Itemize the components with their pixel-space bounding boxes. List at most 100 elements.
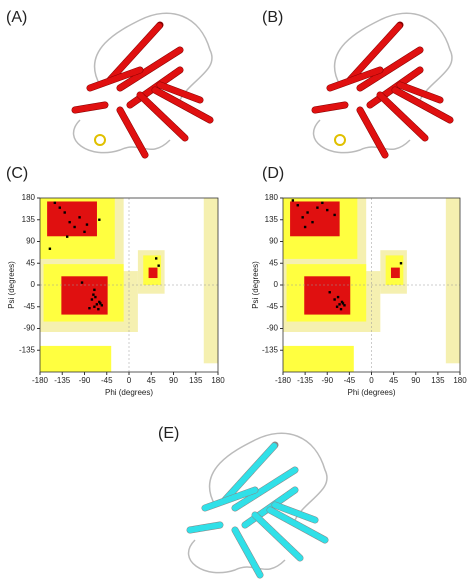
point [93,305,96,308]
coil [312,119,411,154]
helix [392,87,453,123]
helix [187,522,223,533]
y-tick-label: 0 [31,280,36,289]
point [291,199,295,202]
point [316,206,319,209]
panel-label: (E) [158,425,179,442]
panel-label: (D) [262,165,284,182]
point [83,230,86,234]
helix [107,22,163,83]
point [336,295,340,299]
y-tick-label: -45 [266,302,278,311]
y-tick-label: -45 [23,302,35,311]
favoured-region [390,267,400,279]
x-tick-label: -135 [54,376,71,385]
point [343,304,346,307]
y-tick-label: 135 [265,215,279,224]
point [98,218,101,221]
point [94,295,97,299]
y-tick-label: 135 [22,215,36,224]
y-tick-label: -90 [23,324,35,333]
point [341,302,345,305]
y-tick-label: 180 [22,193,36,202]
point [97,307,100,311]
helix [357,107,388,158]
point [53,201,57,205]
x-axis-label: Phi (degrees) [347,388,395,397]
x-tick-label: 135 [189,376,203,385]
x-tick-label: -180 [275,376,292,385]
x-tick-label: 45 [389,376,398,385]
y-axis-label: Psi (degrees) [251,261,260,309]
x-tick-label: 0 [369,376,374,385]
y-tick-label: -90 [266,324,278,333]
y-tick-label: 0 [274,280,279,289]
x-tick-label: 0 [127,376,132,385]
point [333,298,336,301]
helix [137,92,188,141]
point [301,216,304,219]
point [399,262,403,265]
point [296,204,299,207]
point [321,201,324,205]
point [58,206,61,209]
point [99,302,102,305]
point [48,247,52,250]
x-tick-label: 45 [147,376,156,385]
generous-region [203,198,218,364]
helix [87,67,143,91]
coil [72,119,171,154]
x-tick-label: 180 [453,376,467,385]
generous-region [445,198,460,364]
ligand [334,134,346,146]
helix [117,107,148,158]
y-tick-label: -135 [19,345,36,354]
point [326,208,329,212]
point [95,303,99,306]
favoured-region [148,267,158,279]
allowed-region [283,345,354,372]
helix [117,47,183,91]
point [333,213,336,217]
point [339,307,343,311]
point [92,293,95,296]
point [328,291,331,294]
helix [377,92,428,141]
x-tick-label: -135 [297,376,314,385]
helix [312,102,348,113]
panel-label: (C) [6,165,28,182]
helix [157,82,203,103]
coil [333,12,453,101]
point [88,307,91,310]
helix [397,82,443,103]
point [65,235,69,238]
y-axis-label: Psi (degrees) [7,261,16,309]
point [157,264,160,267]
point [73,225,76,229]
favoured-region [290,201,340,237]
y-tick-label: 45 [26,258,35,267]
helix [272,502,318,523]
x-axis-label: Phi (degrees) [105,388,153,397]
point [68,220,71,224]
point [306,211,309,214]
helix [232,527,263,578]
ligand [94,134,106,146]
point [63,211,66,214]
x-tick-label: 135 [431,376,445,385]
point [90,298,94,301]
helix [152,87,213,123]
point [340,300,344,304]
helix [327,67,383,91]
x-tick-label: -180 [32,376,49,385]
point [303,225,307,229]
x-tick-label: 90 [169,376,178,385]
y-tick-label: -135 [262,345,279,354]
point [311,220,314,224]
point [80,281,84,284]
x-tick-label: 90 [411,376,420,385]
coil [187,539,286,574]
point [93,288,96,292]
y-tick-label: 45 [269,258,278,267]
